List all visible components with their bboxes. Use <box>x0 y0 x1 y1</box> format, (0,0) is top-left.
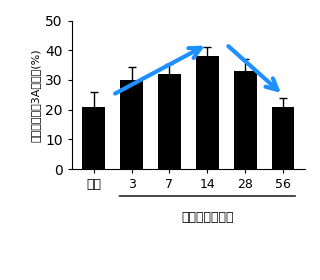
Bar <box>234 71 257 169</box>
Text: 脳梗塞（日後）: 脳梗塞（日後） <box>181 211 234 224</box>
Bar <box>158 74 181 169</box>
Bar <box>83 107 105 169</box>
Bar <box>196 56 219 169</box>
Y-axis label: セマフォリン3Aの発現(%): セマフォリン3Aの発現(%) <box>31 48 41 142</box>
Bar <box>120 80 143 169</box>
Bar <box>272 107 294 169</box>
